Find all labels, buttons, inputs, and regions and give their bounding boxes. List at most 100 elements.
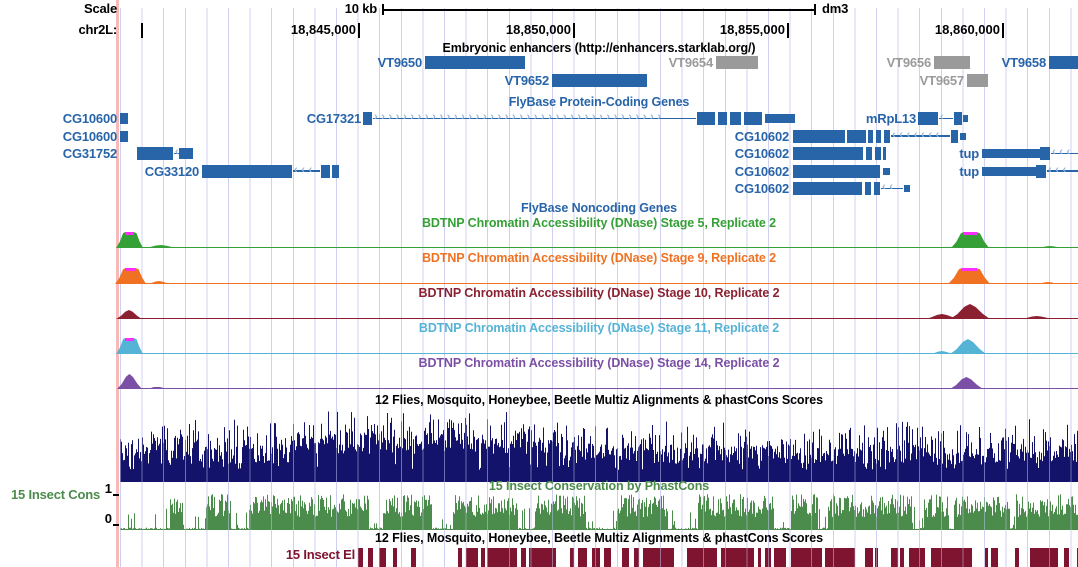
enhancer-box[interactable] xyxy=(967,74,988,87)
conserved-element-block[interactable] xyxy=(622,548,629,567)
elements-track-left-label[interactable]: 15 Insect El xyxy=(285,547,355,562)
coding-genes-track-title[interactable]: FlyBase Protein-Coding Genes xyxy=(508,95,690,109)
enhancer-box[interactable] xyxy=(1049,56,1078,69)
exon-box[interactable] xyxy=(963,115,968,122)
exon-box[interactable] xyxy=(951,129,958,143)
exon-box[interactable] xyxy=(876,129,881,143)
gene-label[interactable]: CG31752 xyxy=(62,146,117,161)
exon-box[interactable] xyxy=(730,112,741,125)
conserved-element-block[interactable] xyxy=(1063,548,1070,567)
exon-box[interactable] xyxy=(137,147,173,160)
track-title-stage-10[interactable]: BDTNP Chromatin Accessibility (DNase) St… xyxy=(418,286,780,300)
exon-box[interactable] xyxy=(697,112,715,125)
conserved-element-block[interactable] xyxy=(592,548,601,567)
conserved-element-block[interactable] xyxy=(633,548,640,567)
conserved-element-block[interactable] xyxy=(378,548,387,567)
exon-box[interactable] xyxy=(874,182,880,195)
conserved-element-block[interactable] xyxy=(643,548,675,567)
signal-baseline-stage-9[interactable] xyxy=(120,282,1078,284)
enhancer-label[interactable]: VT9650 xyxy=(377,55,423,70)
exon-box[interactable] xyxy=(866,147,872,160)
signal-peak-stage-10[interactable] xyxy=(116,310,142,319)
gene-label[interactable]: CG10602 xyxy=(734,163,789,179)
exon-box[interactable] xyxy=(793,164,880,178)
conserved-element-block[interactable] xyxy=(825,548,856,567)
signal-baseline-stage-5[interactable] xyxy=(120,246,1078,248)
multiz-track-title[interactable]: 12 Flies, Mosquito, Honeybee, Beetle Mul… xyxy=(375,393,823,407)
gene-label[interactable]: CG33120 xyxy=(144,163,199,179)
exon-box[interactable] xyxy=(884,129,890,143)
conserved-element-block[interactable] xyxy=(529,548,556,567)
enhancer-label[interactable]: VT9656 xyxy=(886,55,932,70)
signal-peak-stage-10[interactable] xyxy=(950,304,990,319)
exon-box[interactable] xyxy=(982,149,1040,158)
exon-box[interactable] xyxy=(875,147,881,160)
gene-label[interactable]: tup xyxy=(959,146,979,161)
conserved-element-block[interactable] xyxy=(458,548,462,567)
exon-box[interactable] xyxy=(202,164,292,178)
noncoding-genes-track-title[interactable]: FlyBase Noncoding Genes xyxy=(520,201,678,215)
conserved-element-block[interactable] xyxy=(757,548,762,567)
conserved-element-block[interactable] xyxy=(570,548,574,567)
conserved-element-block[interactable] xyxy=(875,548,879,567)
exon-box[interactable] xyxy=(321,164,330,178)
signal-peak-stage-14[interactable] xyxy=(117,374,142,389)
gene-label[interactable]: CG17321 xyxy=(306,111,361,126)
exon-box[interactable] xyxy=(982,166,1036,176)
conserved-element-block[interactable] xyxy=(991,548,999,567)
conserved-element-block[interactable] xyxy=(392,548,397,567)
exon-box[interactable] xyxy=(744,112,762,125)
conserved-element-block[interactable] xyxy=(1030,548,1059,567)
exon-box[interactable] xyxy=(332,164,339,178)
gene-label[interactable]: CG10602 xyxy=(734,181,789,196)
track-title-stage-9[interactable]: BDTNP Chromatin Accessibility (DNase) St… xyxy=(421,251,777,265)
conserved-element-block[interactable] xyxy=(773,548,786,567)
exon-box[interactable] xyxy=(1036,164,1046,178)
track-title-stage-5[interactable]: BDTNP Chromatin Accessibility (DNase) St… xyxy=(421,216,777,230)
enhancer-box[interactable] xyxy=(552,74,647,87)
track-title-stage-14[interactable]: BDTNP Chromatin Accessibility (DNase) St… xyxy=(418,356,780,370)
conserved-element-block[interactable] xyxy=(410,548,417,567)
conserved-element-block[interactable] xyxy=(367,548,374,567)
gene-label[interactable]: CG10600 xyxy=(62,128,117,144)
exon-box[interactable] xyxy=(793,147,863,160)
exon-box[interactable] xyxy=(960,132,966,140)
conserved-element-block[interactable] xyxy=(480,548,486,567)
conserved-element-block[interactable] xyxy=(764,548,771,567)
conserved-element-block[interactable] xyxy=(900,548,904,567)
exon-box[interactable] xyxy=(883,147,886,160)
exon-box[interactable] xyxy=(765,114,795,123)
conserved-element-block[interactable] xyxy=(985,548,989,567)
conserved-element-block[interactable] xyxy=(1015,548,1020,567)
conserved-element-block[interactable] xyxy=(890,548,898,567)
exon-box[interactable] xyxy=(718,112,727,125)
enhancer-label[interactable]: VT9658 xyxy=(1001,55,1047,70)
conserved-element-block[interactable] xyxy=(908,548,925,567)
enhancer-label[interactable]: VT9654 xyxy=(668,55,714,70)
exon-box[interactable] xyxy=(865,182,871,195)
enhancer-box[interactable] xyxy=(716,56,758,69)
signal-peak-stage-11[interactable] xyxy=(950,339,986,354)
conserved-element-block[interactable] xyxy=(578,548,587,567)
exon-box[interactable] xyxy=(120,113,128,124)
conserved-element-block[interactable] xyxy=(358,548,364,567)
multiz-track-title-2[interactable]: 12 Flies, Mosquito, Honeybee, Beetle Mul… xyxy=(375,531,823,545)
exon-box[interactable] xyxy=(954,112,962,125)
exon-box[interactable] xyxy=(868,129,873,143)
cons-track-left-label[interactable]: 15 Insect Cons xyxy=(11,487,100,502)
exon-box[interactable] xyxy=(918,112,938,125)
conserved-element-block[interactable] xyxy=(521,548,527,567)
conserved-element-block[interactable] xyxy=(487,548,518,567)
enhancer-label[interactable]: VT9657 xyxy=(919,73,965,88)
exon-box[interactable] xyxy=(847,129,866,143)
multiz-histogram[interactable] xyxy=(120,406,1078,482)
conserved-element-block[interactable] xyxy=(603,548,611,567)
exon-box[interactable] xyxy=(793,182,862,195)
signal-peak-stage-14[interactable] xyxy=(950,377,983,389)
gene-label[interactable]: CG10602 xyxy=(734,146,789,161)
exon-box[interactable] xyxy=(904,185,910,192)
exon-box[interactable] xyxy=(1040,147,1050,160)
conserved-element-block[interactable] xyxy=(720,548,754,567)
conserved-element-block[interactable] xyxy=(791,548,822,567)
